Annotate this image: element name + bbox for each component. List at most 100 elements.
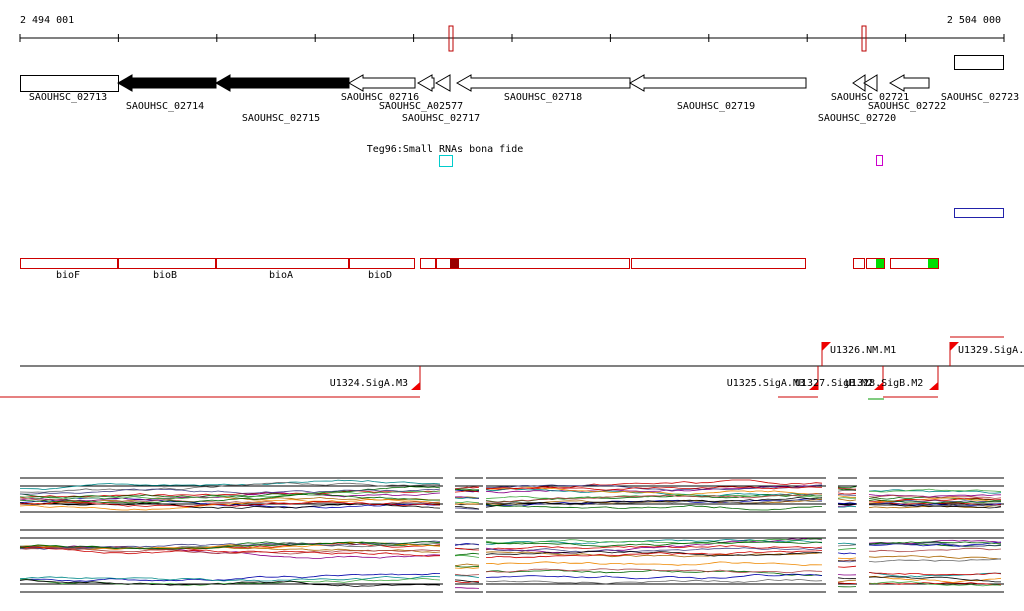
trace [868,499,1002,505]
trace [837,497,856,499]
trace [868,541,1002,545]
trace [454,547,480,551]
promoter-label: U1327.SigB.M2 [795,378,873,389]
operon-box [890,258,939,269]
trace [837,582,857,584]
trace [837,544,857,547]
operon-mark [928,259,938,268]
feature-label: Teg96:Small RNAs bona fide [367,144,524,155]
trace [485,561,823,567]
trace [837,552,857,555]
trace [454,496,480,499]
trace [454,563,480,567]
promoter-flag [929,382,938,390]
gene [116,74,217,92]
gene-label: SAOUHSC_02723 [941,92,1019,103]
trace [454,573,480,576]
trace [869,503,1002,509]
operon-box [866,258,885,269]
gene [416,74,435,92]
operon-box [349,258,415,269]
operon-box [420,258,436,269]
gene-label: SAOUHSC_02714 [126,101,204,112]
gene [347,74,416,92]
trace [19,546,441,555]
trace [868,582,1002,586]
promoter-flag [411,382,420,390]
operon-box [436,258,630,269]
trace [868,558,1002,563]
trace [485,487,823,496]
trace [486,484,822,491]
trace [455,587,480,589]
trace [454,501,480,504]
trace [837,559,856,562]
trace [454,507,480,510]
gene [888,74,930,92]
trace [837,542,857,545]
trace [868,581,1002,587]
marker [861,25,867,52]
trace [868,489,1002,494]
operon-box [216,258,349,269]
trace [868,555,1002,560]
trace [454,503,480,505]
trace [485,488,823,497]
feature-box [439,155,453,167]
trace [837,579,857,583]
trace [837,492,857,495]
trace [837,498,857,502]
trace [837,560,857,563]
promoter-flag [950,342,959,351]
trace [19,541,441,550]
feature-box [954,208,1004,218]
trace [837,577,857,580]
promoter-flag [874,382,883,390]
trace [837,565,857,568]
trace [19,541,441,550]
trace [454,506,480,510]
axis-start: 2 494 001 [20,15,74,26]
gene-label: SAOUHSC_02720 [818,113,896,124]
operon-label: bioF [56,270,80,281]
trace [485,573,823,580]
trace [868,494,1002,498]
gene-label: SAOUHSC_02713 [29,92,107,103]
trace [868,572,1002,576]
trace [19,490,441,500]
promoter-label: U1324.SigA.M3 [330,378,408,389]
trace [485,547,823,553]
trace [454,567,480,569]
trace [485,493,823,503]
trace [454,554,480,558]
trace [838,505,857,508]
trace [868,499,1001,504]
trace [19,579,441,588]
operon-box [631,258,806,269]
trace [454,580,480,584]
trace [837,490,857,492]
gene-label: SAOUHSC_02721 [831,92,909,103]
axis-end: 2 504 000 [947,15,1001,26]
operon-mark [450,259,459,268]
feature-box [876,155,883,166]
trace [454,575,480,578]
gene [628,74,807,92]
operon-box [20,258,118,269]
trace [485,504,822,511]
gene-label: SAOUHSC_A02577 [379,101,463,112]
operon-label: bioB [153,270,177,281]
trace [19,481,441,493]
trace [837,503,857,506]
promoter-label: U1326.NM.M1 [830,345,896,356]
promoter-label: U1325.SigA.M3 [727,378,805,389]
gene [20,75,119,92]
trace [454,490,480,493]
promoter-label: U1329.SigA. [958,345,1024,356]
gene [214,74,350,92]
trace [19,540,441,550]
trace [837,494,857,496]
gene [863,74,878,92]
gene-label: SAOUHSC_02717 [402,113,480,124]
